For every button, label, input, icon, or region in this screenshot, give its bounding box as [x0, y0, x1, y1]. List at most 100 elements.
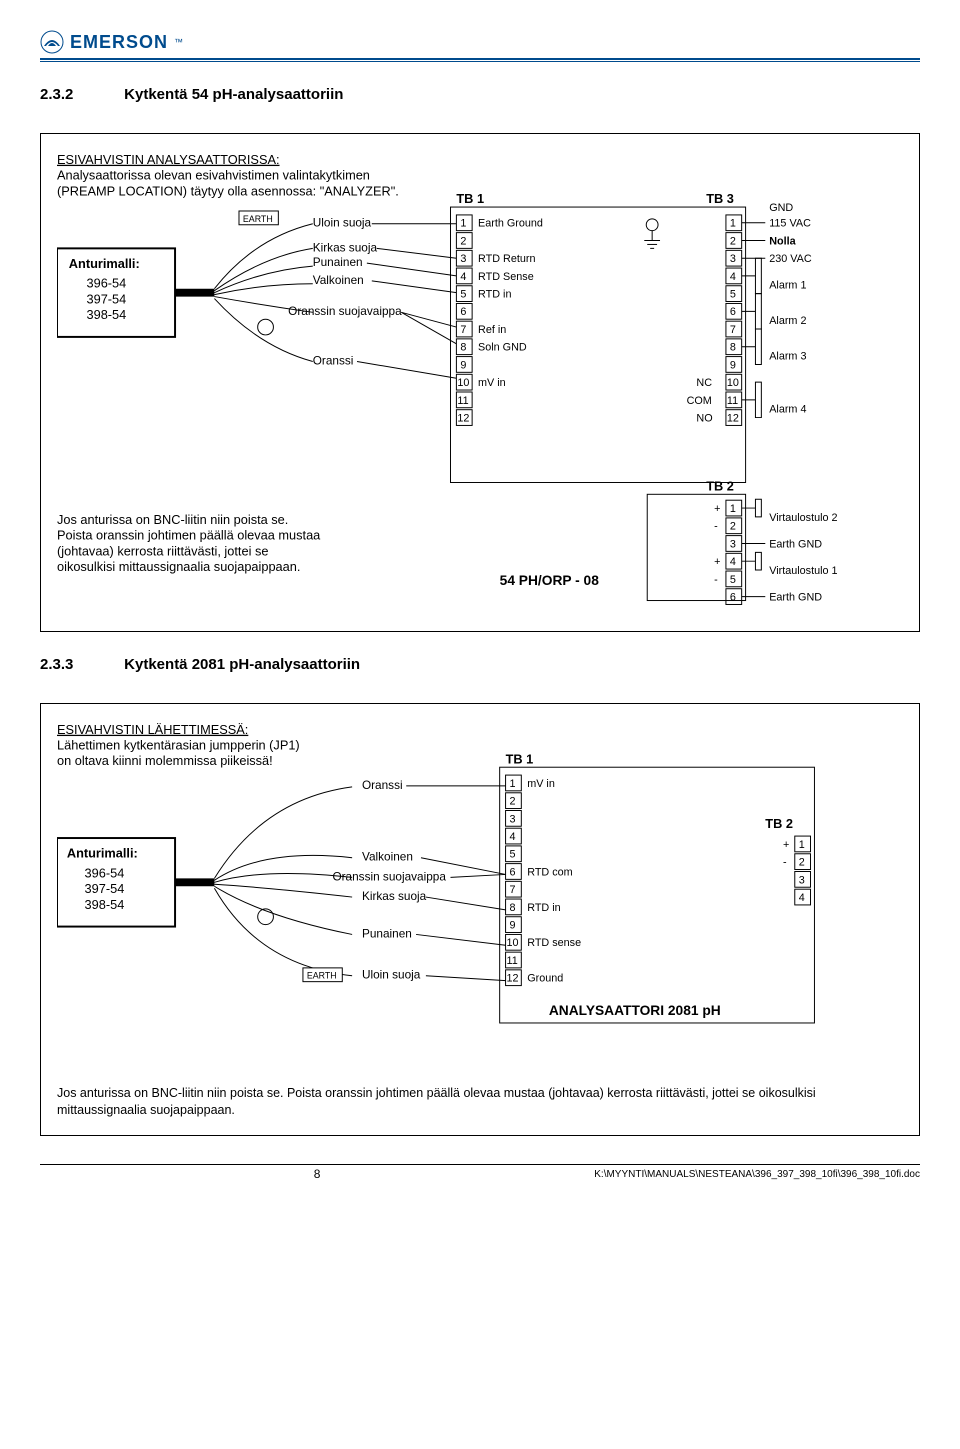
svg-text:2: 2 [730, 521, 736, 533]
wire2-2: Oranssin suojavaippa [332, 870, 446, 884]
note1-l2: Poista oranssin johtimen päällä olevaa m… [57, 528, 321, 543]
wire-3: Valkoinen [313, 273, 364, 287]
svg-text:mV in: mV in [527, 778, 555, 790]
svg-text:9: 9 [460, 359, 466, 371]
sensor-model-1: 397-54 [87, 291, 127, 306]
section-2-title: 2.3.3 Kytkentä 2081 pH-analysaattoriin [40, 656, 920, 673]
sensor2-m0: 396-54 [85, 866, 125, 881]
svg-text:6: 6 [510, 867, 516, 879]
svg-text:8: 8 [460, 342, 466, 354]
wire2-3: Kirkas suoja [362, 889, 427, 903]
svg-text:7: 7 [510, 884, 516, 896]
svg-text:Earth GND: Earth GND [769, 538, 822, 550]
intro-text-line1: Analysaattorissa olevan esivahvistimen v… [57, 168, 370, 183]
note1-l1: Jos anturissa on BNC-liitin niin poista … [57, 512, 288, 527]
svg-text:Alarm 2: Alarm 2 [769, 315, 806, 327]
svg-text:+: + [783, 839, 789, 851]
earth2-badge: EARTH [307, 971, 337, 981]
svg-text:Earth GND: Earth GND [769, 592, 822, 604]
svg-text:Virtaulostulo 1: Virtaulostulo 1 [769, 565, 837, 577]
svg-text:2: 2 [510, 796, 516, 808]
svg-text:4: 4 [730, 556, 736, 568]
svg-text:5: 5 [460, 289, 466, 301]
tb2-terminals: +1 -2 3 +4 -5 6 [714, 500, 742, 604]
svg-text:2: 2 [460, 235, 466, 247]
wire2-0: Oranssi [362, 778, 403, 792]
sensor-model-2: 398-54 [87, 307, 127, 322]
tb3-terminals: 1 2 3 4 5 6 7 8 9 10 11 12 [726, 215, 742, 426]
svg-text:2: 2 [799, 857, 805, 869]
svg-text:1: 1 [510, 778, 516, 790]
svg-text:1: 1 [730, 218, 736, 230]
section-1-heading: Kytkentä 54 pH-analysaattoriin [124, 86, 343, 103]
svg-text:3: 3 [730, 538, 736, 550]
svg-text:Soln GND: Soln GND [478, 342, 527, 354]
diagram-2-svg: ESIVAHVISTIN LÄHETTIMESSÄ: Lähettimen ky… [57, 720, 903, 1074]
tb1-title: TB 1 [456, 191, 484, 206]
tb3-title: TB 3 [706, 191, 734, 206]
nc-label: NC [696, 377, 712, 389]
svg-text:-: - [783, 857, 787, 869]
svg-text:Ref in: Ref in [478, 324, 506, 336]
svg-text:RTD Sense: RTD Sense [478, 271, 534, 283]
svg-text:Nolla: Nolla [769, 235, 796, 247]
tb2-right-labels: Virtaulostulo 2 Earth GND Virtaulostulo … [769, 512, 837, 604]
section-1-title: 2.3.2 Kytkentä 54 pH-analysaattoriin [40, 86, 920, 103]
svg-text:3: 3 [730, 253, 736, 265]
svg-text:Ground: Ground [527, 973, 563, 985]
trademark: ™ [174, 37, 183, 47]
sensor-model-0: 396-54 [87, 276, 127, 291]
brand-text: EMERSON [70, 32, 168, 53]
svg-text:3: 3 [799, 875, 805, 887]
svg-text:+: + [714, 556, 720, 568]
svg-text:RTD in: RTD in [478, 289, 511, 301]
intro-heading: ESIVAHVISTIN ANALYSAATTORISSA: [57, 152, 280, 167]
svg-text:1: 1 [730, 503, 736, 515]
svg-text:10: 10 [507, 938, 519, 950]
intro2-l2: on oltava kiinni molemmissa piikeissä! [57, 754, 273, 769]
tb1b-title: TB 1 [506, 752, 534, 767]
svg-text:4: 4 [510, 831, 516, 843]
svg-text:mV in: mV in [478, 377, 506, 389]
diagram-1: ESIVAHVISTIN ANALYSAATTORISSA: Analysaat… [40, 133, 920, 632]
svg-text:5: 5 [730, 289, 736, 301]
tb1-terminals: 1Earth Ground 2 3RTD Return 4RTD Sense 5… [456, 215, 543, 426]
emerson-icon [40, 30, 64, 54]
page-footer: 8 K:\MYYNTI\MANUALS\NESTEANA\396_397_398… [40, 1164, 920, 1181]
svg-text:RTD com: RTD com [527, 867, 572, 879]
sensor2-label: Anturimalli: [67, 846, 138, 861]
footer-path: K:\MYYNTI\MANUALS\NESTEANA\396_397_398_1… [594, 1169, 920, 1180]
svg-text:5: 5 [730, 574, 736, 586]
wire2-5: Uloin suoja [362, 968, 421, 982]
wire-4: Oranssin suojavaippa [288, 304, 402, 318]
wire2-1: Valkoinen [362, 850, 413, 864]
svg-text:12: 12 [457, 413, 469, 425]
tb3-right-labels: GND 115 VAC Nolla 230 VAC Alarm 1 Alarm … [769, 202, 812, 416]
svg-text:RTD Return: RTD Return [478, 253, 535, 265]
svg-text:GND: GND [769, 202, 793, 214]
note1-l3: (johtavaa) kerrosta riittävästi, jottei … [57, 543, 268, 558]
com-label: COM [687, 395, 712, 407]
sensor2-m1: 397-54 [85, 881, 125, 896]
svg-text:3: 3 [510, 814, 516, 826]
section-2-number: 2.3.3 [40, 656, 120, 673]
earth-badge: EARTH [243, 214, 273, 224]
wire-1: Kirkas suoja [313, 240, 378, 254]
svg-text:4: 4 [799, 892, 805, 904]
svg-text:Alarm 4: Alarm 4 [769, 404, 806, 416]
device-label-1: 54 PH/ORP - 08 [500, 573, 600, 588]
svg-text:1: 1 [460, 218, 466, 230]
svg-text:Alarm 3: Alarm 3 [769, 351, 806, 363]
page-number: 8 [314, 1167, 321, 1181]
svg-text:6: 6 [460, 306, 466, 318]
tb2b-terminals: +1 -2 3 4 [783, 836, 811, 905]
ground-icon [644, 219, 660, 249]
svg-text:Alarm 1: Alarm 1 [769, 280, 806, 292]
section-1-number: 2.3.2 [40, 86, 120, 103]
wire-5: Oranssi [313, 353, 354, 367]
svg-text:9: 9 [510, 920, 516, 932]
wire-0: Uloin suoja [313, 216, 372, 230]
wire2-4: Punainen [362, 927, 412, 941]
svg-text:-: - [714, 574, 718, 586]
note1-l4: oikosulkisi mittaussignaalia suojapaippa… [57, 559, 300, 574]
